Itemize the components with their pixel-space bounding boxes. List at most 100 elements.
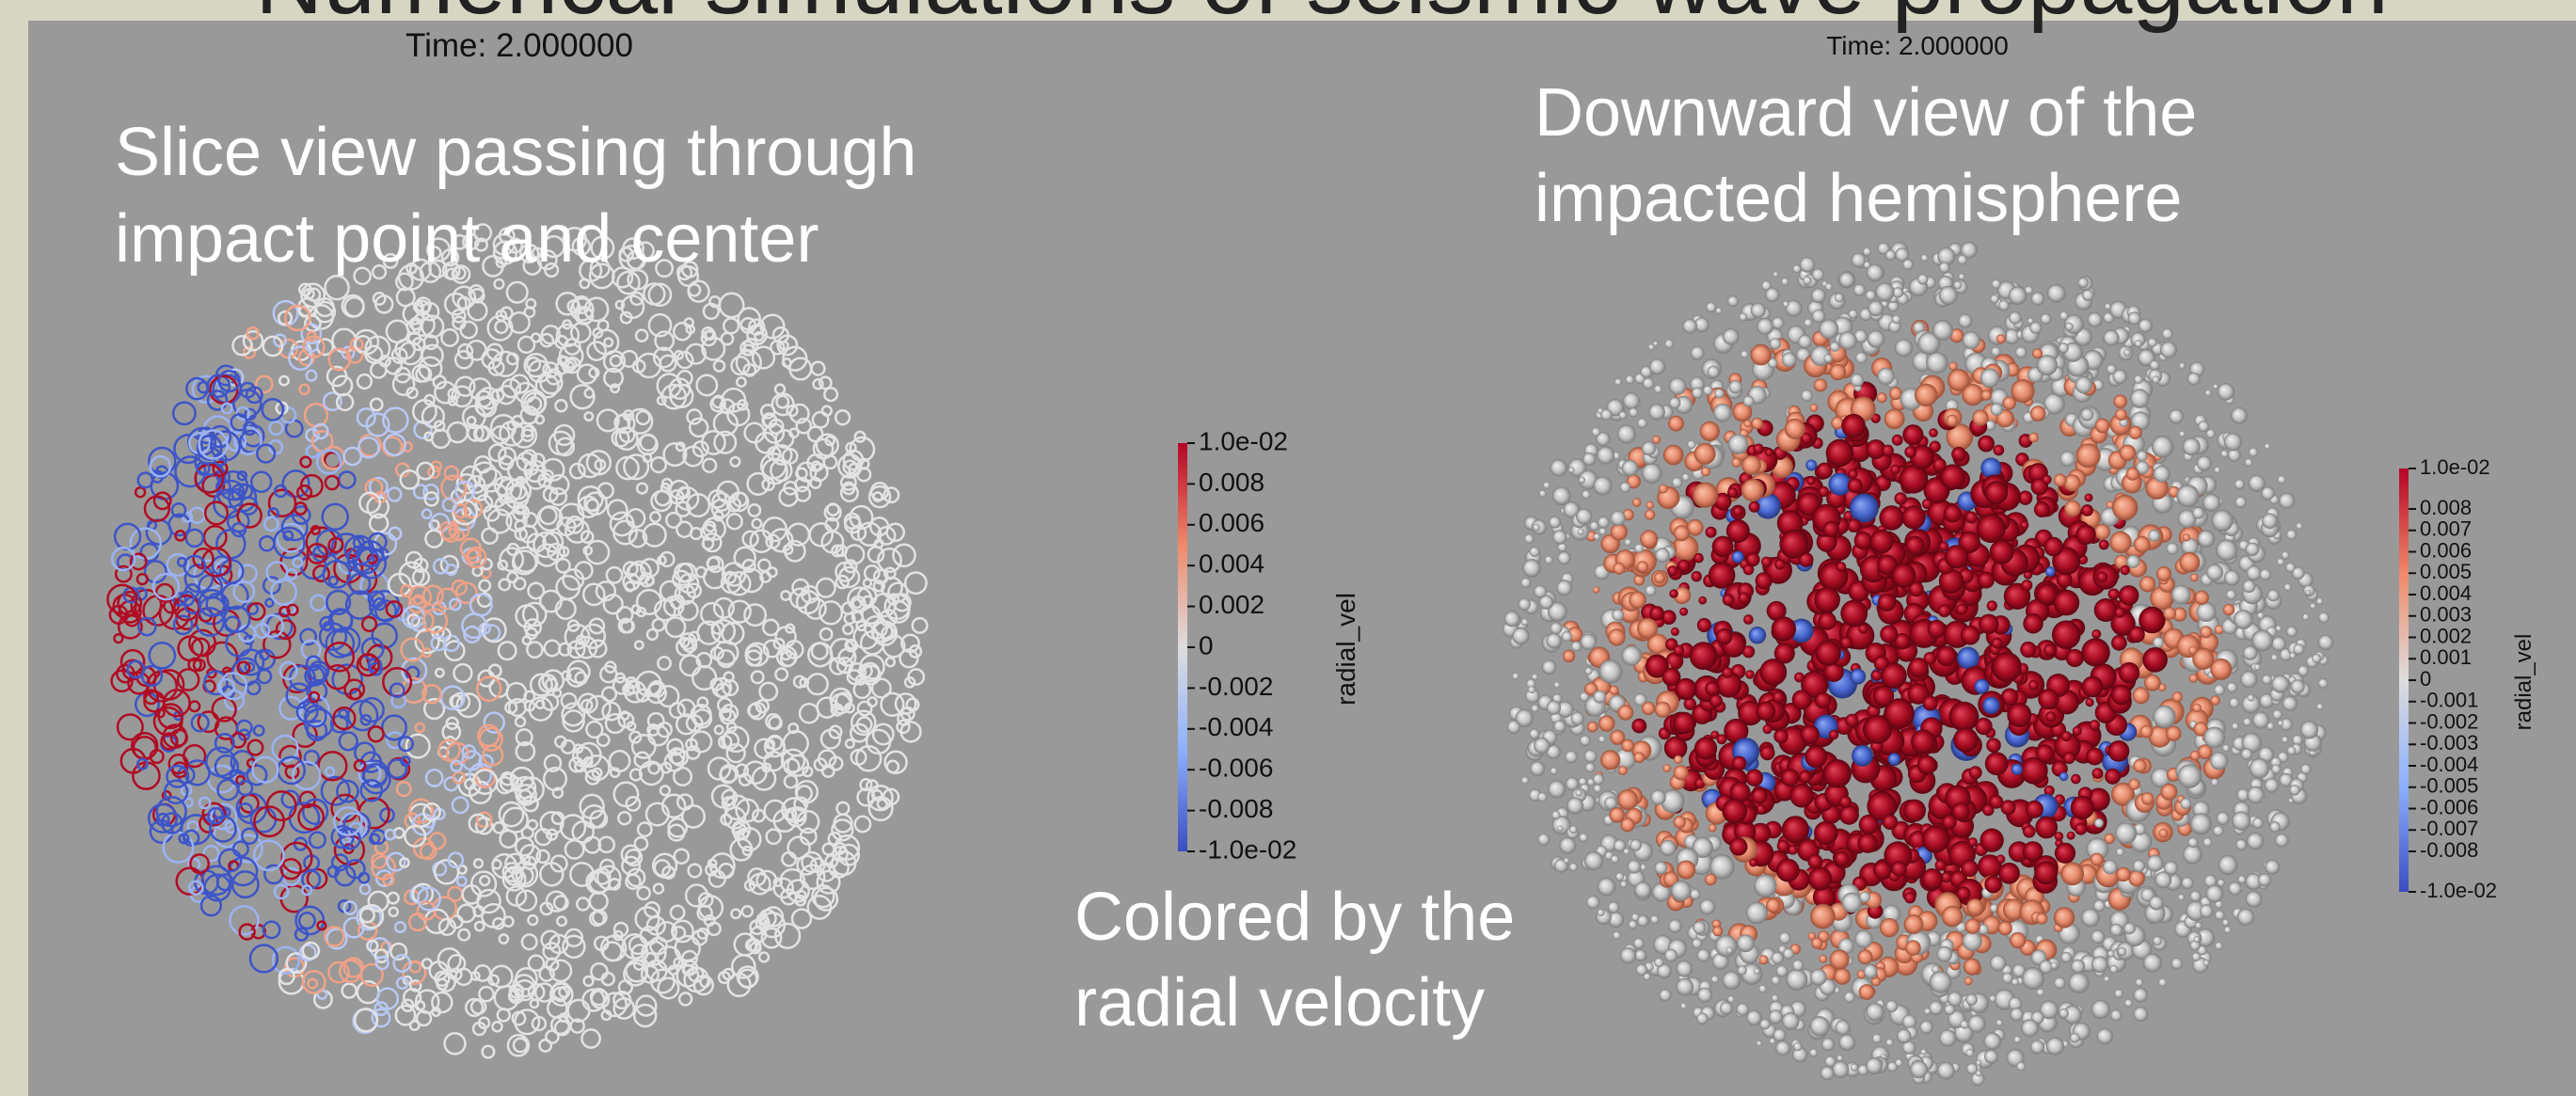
particle [2229, 698, 2239, 708]
particle [2179, 431, 2186, 437]
particle [2252, 818, 2264, 829]
particle [1586, 896, 1600, 910]
particle [2119, 662, 2139, 683]
particle [2009, 286, 2027, 305]
particle [2099, 540, 2109, 550]
particle [2123, 349, 2131, 357]
particle [1863, 247, 1871, 256]
particle [1623, 849, 1630, 855]
particle [1751, 303, 1766, 318]
particle [1649, 606, 1664, 621]
particle [1921, 868, 1943, 890]
particle [2306, 590, 2312, 596]
particle [2061, 952, 2073, 963]
particle [2235, 497, 2247, 508]
particle [1557, 551, 1570, 564]
particle [2192, 704, 2202, 713]
particle [1732, 756, 1746, 770]
particle [2023, 613, 2043, 633]
particle [1809, 1016, 1829, 1036]
particle [2247, 833, 2264, 850]
slide: Numerical simulations of seismic wave pr… [0, 0, 2576, 1096]
particle [1608, 628, 1625, 645]
particle [1821, 1038, 1835, 1051]
particle [2275, 834, 2289, 848]
particle [1732, 458, 1741, 468]
particle [1569, 863, 1578, 871]
particle [2202, 494, 2220, 512]
particle [2028, 680, 2039, 691]
particle [1986, 738, 2001, 753]
particle [2210, 659, 2232, 680]
particle [1554, 682, 1561, 689]
particle [2126, 555, 2139, 568]
particle [1809, 1049, 1818, 1057]
particle [2153, 637, 2164, 648]
particle [1648, 344, 1655, 351]
particle [2149, 896, 2163, 910]
particle [1563, 650, 1575, 662]
particle [2036, 744, 2054, 762]
particle [1910, 1060, 1928, 1078]
particle [1932, 320, 1953, 341]
particle [1765, 288, 1779, 302]
particle [1622, 460, 1638, 476]
particle [1754, 968, 1760, 975]
particle [2154, 466, 2171, 483]
particle [2133, 687, 2150, 704]
colorbar-label: -0.006 [1199, 754, 1273, 783]
particle [1905, 940, 1921, 956]
particle [1996, 334, 2006, 343]
particle [1537, 834, 1550, 846]
particle [2300, 721, 2318, 739]
particle [2121, 565, 2130, 575]
particle [1964, 959, 1980, 976]
particle [1944, 1004, 1955, 1015]
particle [1673, 712, 1695, 735]
colorbar-label: -0.004 [2420, 753, 2478, 776]
particle [2252, 711, 2269, 728]
particle [2071, 774, 2081, 785]
particle [2220, 450, 2228, 457]
particle [1855, 352, 1868, 364]
particle [2115, 822, 2137, 844]
particle [1732, 551, 1744, 564]
particle [2148, 338, 2157, 347]
particle [1835, 294, 1844, 303]
particle [1850, 494, 1879, 523]
particle [2022, 967, 2044, 990]
particle [2043, 475, 2052, 484]
caption: impacted hemisphere [1534, 161, 2182, 236]
particle [1690, 642, 1718, 670]
particle [2082, 676, 2104, 698]
colorbar-label: 0.006 [2420, 538, 2472, 562]
particle [2249, 448, 2258, 457]
particle [1976, 1071, 1982, 1077]
particle [1672, 477, 1682, 487]
particle [2103, 860, 2118, 875]
particle [1864, 964, 1878, 978]
particle [1895, 492, 1907, 504]
particle [2105, 303, 2111, 310]
particle [2291, 679, 2305, 693]
particle [1680, 1003, 1687, 1009]
particle [2028, 433, 2039, 443]
particle [2104, 976, 2110, 982]
particle [2111, 635, 2127, 651]
particle [1998, 300, 2010, 311]
particle [1629, 407, 1638, 417]
particle [1700, 421, 1720, 441]
particle [2036, 913, 2047, 924]
particle [2093, 900, 2106, 913]
particle [2140, 725, 2154, 739]
particle [1663, 764, 1672, 772]
particle [2031, 292, 2044, 305]
particle [2091, 956, 2108, 973]
particle [1976, 1060, 1981, 1066]
particle [1630, 839, 1642, 851]
particle [2134, 375, 2142, 384]
colorbar-label: -0.006 [2420, 795, 2478, 818]
particle [1692, 938, 1702, 948]
particle [1542, 660, 1556, 675]
particle [1830, 364, 1846, 380]
